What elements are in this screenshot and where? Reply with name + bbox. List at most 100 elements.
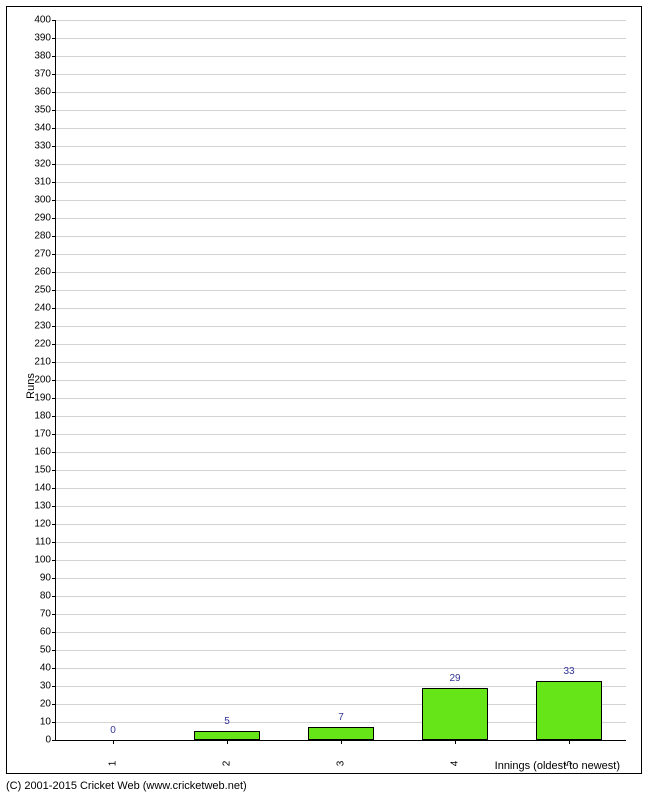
gridline — [56, 416, 626, 417]
ytick-mark — [52, 686, 56, 687]
gridline — [56, 434, 626, 435]
ytick-label: 90 — [40, 573, 51, 584]
ytick-mark — [52, 398, 56, 399]
gridline — [56, 182, 626, 183]
gridline — [56, 56, 626, 57]
gridline — [56, 632, 626, 633]
gridline — [56, 200, 626, 201]
xtick-mark — [227, 740, 228, 744]
gridline — [56, 290, 626, 291]
ytick-label: 390 — [34, 33, 51, 44]
gridline — [56, 668, 626, 669]
ytick-label: 180 — [34, 411, 51, 422]
xtick-mark — [113, 740, 114, 744]
ytick-label: 150 — [34, 465, 51, 476]
ytick-label: 70 — [40, 609, 51, 620]
bar — [194, 731, 260, 740]
gridline — [56, 398, 626, 399]
ytick-mark — [52, 560, 56, 561]
ytick-mark — [52, 182, 56, 183]
xtick-mark — [341, 740, 342, 744]
ytick-mark — [52, 344, 56, 345]
ytick-label: 280 — [34, 231, 51, 242]
ytick-mark — [52, 470, 56, 471]
ytick-label: 220 — [34, 339, 51, 350]
xtick-label: 1 — [108, 761, 119, 767]
gridline — [56, 218, 626, 219]
ytick-mark — [52, 92, 56, 93]
ytick-label: 170 — [34, 429, 51, 440]
ytick-label: 310 — [34, 177, 51, 188]
ytick-mark — [52, 488, 56, 489]
ytick-label: 320 — [34, 159, 51, 170]
ytick-mark — [52, 416, 56, 417]
gridline — [56, 380, 626, 381]
bar — [422, 688, 488, 740]
xtick-mark — [455, 740, 456, 744]
ytick-mark — [52, 578, 56, 579]
ytick-mark — [52, 254, 56, 255]
ytick-mark — [52, 128, 56, 129]
gridline — [56, 164, 626, 165]
gridline — [56, 596, 626, 597]
gridline — [56, 344, 626, 345]
ytick-label: 330 — [34, 141, 51, 152]
bar — [536, 681, 602, 740]
ytick-label: 350 — [34, 105, 51, 116]
ytick-mark — [52, 380, 56, 381]
gridline — [56, 452, 626, 453]
gridline — [56, 362, 626, 363]
gridline — [56, 542, 626, 543]
bar-value-label: 33 — [563, 666, 574, 677]
ytick-label: 230 — [34, 321, 51, 332]
ytick-label: 0 — [45, 735, 51, 746]
ytick-label: 240 — [34, 303, 51, 314]
xtick-label: 4 — [450, 761, 461, 767]
gridline — [56, 20, 626, 21]
gridline — [56, 614, 626, 615]
ytick-mark — [52, 38, 56, 39]
ytick-label: 400 — [34, 15, 51, 26]
copyright-text: (C) 2001-2015 Cricket Web (www.cricketwe… — [6, 780, 247, 792]
ytick-mark — [52, 290, 56, 291]
ytick-mark — [52, 146, 56, 147]
ytick-label: 290 — [34, 213, 51, 224]
ytick-mark — [52, 326, 56, 327]
ytick-mark — [52, 272, 56, 273]
gridline — [56, 308, 626, 309]
ytick-label: 10 — [40, 717, 51, 728]
gridline — [56, 524, 626, 525]
bar-value-label: 5 — [224, 716, 230, 727]
ytick-label: 160 — [34, 447, 51, 458]
ytick-mark — [52, 200, 56, 201]
ytick-label: 370 — [34, 69, 51, 80]
xtick-label: 3 — [336, 761, 347, 767]
gridline — [56, 506, 626, 507]
ytick-mark — [52, 74, 56, 75]
gridline — [56, 146, 626, 147]
gridline — [56, 38, 626, 39]
ytick-label: 210 — [34, 357, 51, 368]
x-axis-label: Innings (oldest to newest) — [495, 760, 620, 772]
ytick-mark — [52, 650, 56, 651]
ytick-mark — [52, 218, 56, 219]
ytick-mark — [52, 614, 56, 615]
ytick-label: 40 — [40, 663, 51, 674]
ytick-label: 260 — [34, 267, 51, 278]
gridline — [56, 470, 626, 471]
ytick-label: 140 — [34, 483, 51, 494]
chart-container: 0102030405060708090100110120130140150160… — [0, 0, 650, 800]
ytick-label: 120 — [34, 519, 51, 530]
gridline — [56, 326, 626, 327]
ytick-mark — [52, 110, 56, 111]
bar-value-label: 0 — [110, 725, 116, 736]
ytick-mark — [52, 434, 56, 435]
ytick-mark — [52, 164, 56, 165]
bar-value-label: 7 — [338, 712, 344, 723]
ytick-label: 340 — [34, 123, 51, 134]
ytick-mark — [52, 236, 56, 237]
ytick-label: 80 — [40, 591, 51, 602]
ytick-mark — [52, 722, 56, 723]
ytick-mark — [52, 632, 56, 633]
y-axis-label: Runs — [25, 373, 37, 399]
